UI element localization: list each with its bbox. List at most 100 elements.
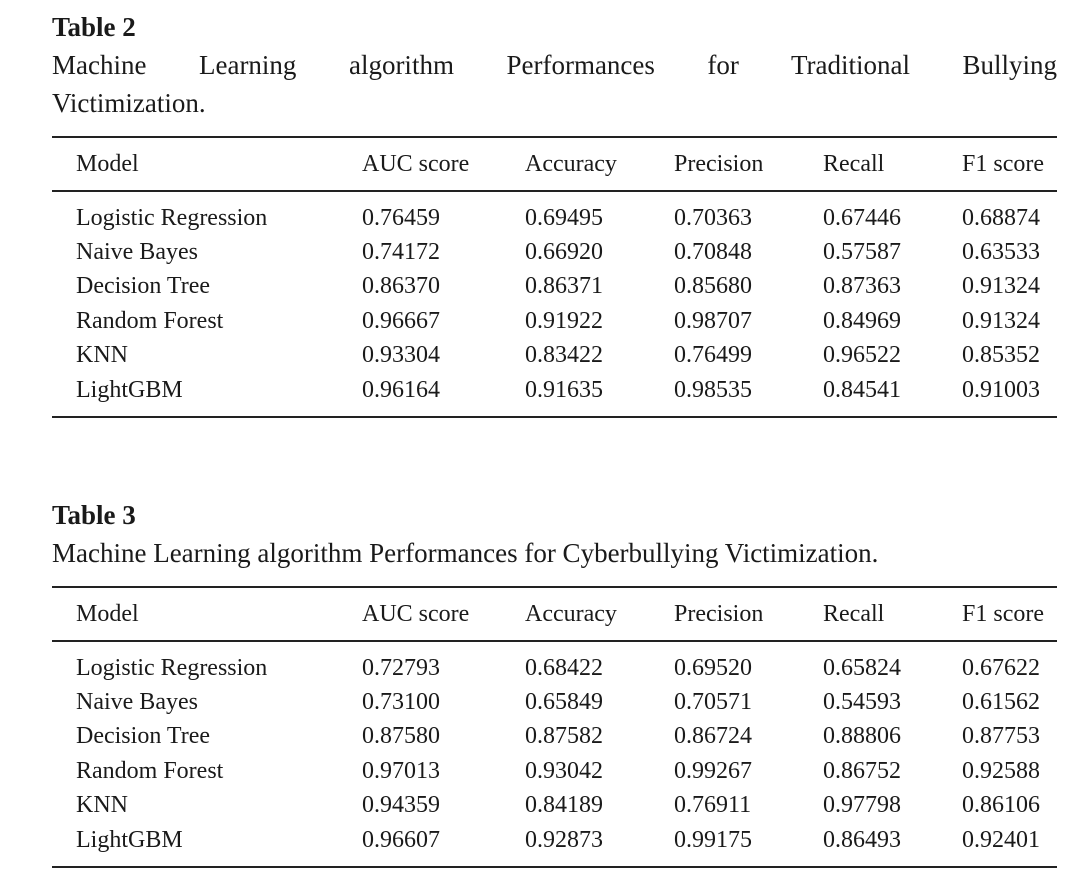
model-name-cell: KNN [76, 342, 128, 369]
metric-cell: 0.92873 [525, 826, 603, 853]
metric-cell: 0.83422 [525, 342, 603, 369]
results-table: Model AUC score Accuracy Precision Recall F1 … [52, 586, 1057, 868]
table-row: Decision Tree 0.87580 0.87582 0.86724 0.8880… [52, 720, 1057, 754]
metric-cell: 0.98535 [674, 376, 752, 403]
metric-cell: 0.66920 [525, 239, 603, 266]
metric-cell: 0.86493 [823, 826, 901, 853]
model-name-cell: Logistic Regression [76, 654, 268, 681]
column-header: Precision [674, 150, 764, 177]
metric-cell: 0.87363 [823, 273, 901, 300]
metric-cell: 0.87580 [362, 723, 440, 750]
metric-cell: 0.84969 [823, 307, 901, 334]
table-row: Decision Tree 0.86370 0.86371 0.85680 0.8736… [52, 270, 1057, 304]
caption-line: Machine Learning algorithm Performances … [52, 50, 1057, 80]
metric-cell: 0.88806 [823, 723, 901, 750]
metric-cell: 0.92401 [962, 826, 1040, 853]
table-row: Naive Bayes 0.74172 0.66920 0.70848 0.57587 0… [52, 235, 1057, 269]
metric-cell: 0.70571 [674, 689, 752, 716]
table-row: Naive Bayes 0.73100 0.65849 0.70571 0.54593 0… [52, 685, 1057, 719]
metric-cell: 0.69520 [674, 654, 752, 681]
metric-cell: 0.86370 [362, 273, 440, 300]
metric-cell: 0.72793 [362, 654, 440, 681]
metric-cell: 0.69495 [525, 204, 603, 231]
metric-cell: 0.70848 [674, 239, 752, 266]
metric-cell: 0.84189 [525, 792, 603, 819]
metric-cell: 0.65824 [823, 654, 901, 681]
metric-cell: 0.91003 [962, 376, 1040, 403]
column-header: Recall [823, 600, 885, 627]
model-name-cell: Random Forest [76, 307, 224, 334]
table-caption: Machine Learning algorithm Performances … [52, 46, 1057, 122]
column-header: Recall [823, 150, 885, 177]
model-name-cell: Naive Bayes [76, 239, 198, 266]
column-header: Accuracy [525, 600, 617, 627]
metric-cell: 0.67446 [823, 204, 901, 231]
column-header: AUC score [362, 600, 470, 627]
caption-line: Machine Learning algorithm Performances … [52, 538, 879, 568]
metric-cell: 0.73100 [362, 689, 440, 716]
metric-cell: 0.54593 [823, 689, 901, 716]
metric-cell: 0.67622 [962, 654, 1040, 681]
metric-cell: 0.96522 [823, 342, 901, 369]
metric-cell: 0.86752 [823, 757, 901, 784]
metric-cell: 0.70363 [674, 204, 752, 231]
model-name-cell: Naive Bayes [76, 689, 198, 716]
table-label: Table 3 [52, 500, 136, 530]
table-row: Logistic Regression 0.76459 0.69495 0.70363… [52, 191, 1057, 235]
metric-cell: 0.91324 [962, 307, 1040, 334]
metric-cell: 0.86371 [525, 273, 603, 300]
model-name-cell: Decision Tree [76, 273, 210, 300]
metric-cell: 0.96607 [362, 826, 440, 853]
metric-cell: 0.68874 [962, 204, 1040, 231]
metric-cell: 0.92588 [962, 757, 1040, 784]
metric-cell: 0.57587 [823, 239, 901, 266]
metric-cell: 0.96667 [362, 307, 440, 334]
model-name-cell: Random Forest [76, 757, 224, 784]
metric-cell: 0.74172 [362, 239, 440, 266]
metric-cell: 0.97013 [362, 757, 440, 784]
metric-cell: 0.91324 [962, 273, 1040, 300]
table-row: Random Forest 0.97013 0.93042 0.99267 0.8675… [52, 754, 1057, 788]
column-header: Model [76, 150, 139, 177]
metric-cell: 0.94359 [362, 792, 440, 819]
metric-cell: 0.93304 [362, 342, 440, 369]
metric-cell: 0.68422 [525, 654, 603, 681]
metric-cell: 0.61562 [962, 689, 1040, 716]
model-name-cell: Logistic Regression [76, 204, 268, 231]
metric-cell: 0.93042 [525, 757, 603, 784]
table-row: Logistic Regression 0.72793 0.68422 0.69520… [52, 641, 1057, 685]
metric-cell: 0.99267 [674, 757, 752, 784]
metric-cell: 0.65849 [525, 689, 603, 716]
metric-cell: 0.63533 [962, 239, 1040, 266]
metric-cell: 0.98707 [674, 307, 752, 334]
metric-cell: 0.85352 [962, 342, 1040, 369]
column-header: AUC score [362, 150, 470, 177]
metric-cell: 0.85680 [674, 273, 752, 300]
table-row: LightGBM 0.96164 0.91635 0.98535 0.84541 0.91… [52, 373, 1057, 418]
metric-cell: 0.91922 [525, 307, 603, 334]
metric-cell: 0.87753 [962, 723, 1040, 750]
metric-cell: 0.86724 [674, 723, 752, 750]
column-header: Model [76, 600, 139, 627]
table-label: Table 2 [52, 12, 136, 42]
header-row: Model AUC score Accuracy Precision Recall F1 … [52, 587, 1057, 641]
metric-cell: 0.76459 [362, 204, 440, 231]
metric-cell: 0.84541 [823, 376, 901, 403]
table-row: Random Forest 0.96667 0.91922 0.98707 0.8496… [52, 304, 1057, 338]
column-header: F1 score [962, 600, 1044, 627]
column-header: F1 score [962, 150, 1044, 177]
table-row: KNN 0.94359 0.84189 0.76911 0.97798 0.86106 [52, 789, 1057, 823]
column-header: Accuracy [525, 150, 617, 177]
model-name-cell: KNN [76, 792, 128, 819]
column-header: Precision [674, 600, 764, 627]
table-2-block: Table 2 Machine Learning algorithm Perfo… [52, 8, 1057, 418]
model-name-cell: LightGBM [76, 376, 183, 403]
caption-line: Victimization. [52, 88, 206, 118]
table-row: LightGBM 0.96607 0.92873 0.99175 0.86493 0.92… [52, 823, 1057, 868]
metric-cell: 0.91635 [525, 376, 603, 403]
table-row: KNN 0.93304 0.83422 0.76499 0.96522 0.85352 [52, 339, 1057, 373]
table-caption: Machine Learning algorithm Performances … [52, 534, 1057, 572]
results-table: Model AUC score Accuracy Precision Recall F1 … [52, 136, 1057, 418]
header-row: Model AUC score Accuracy Precision Recall F1 … [52, 137, 1057, 191]
metric-cell: 0.76911 [674, 792, 752, 819]
